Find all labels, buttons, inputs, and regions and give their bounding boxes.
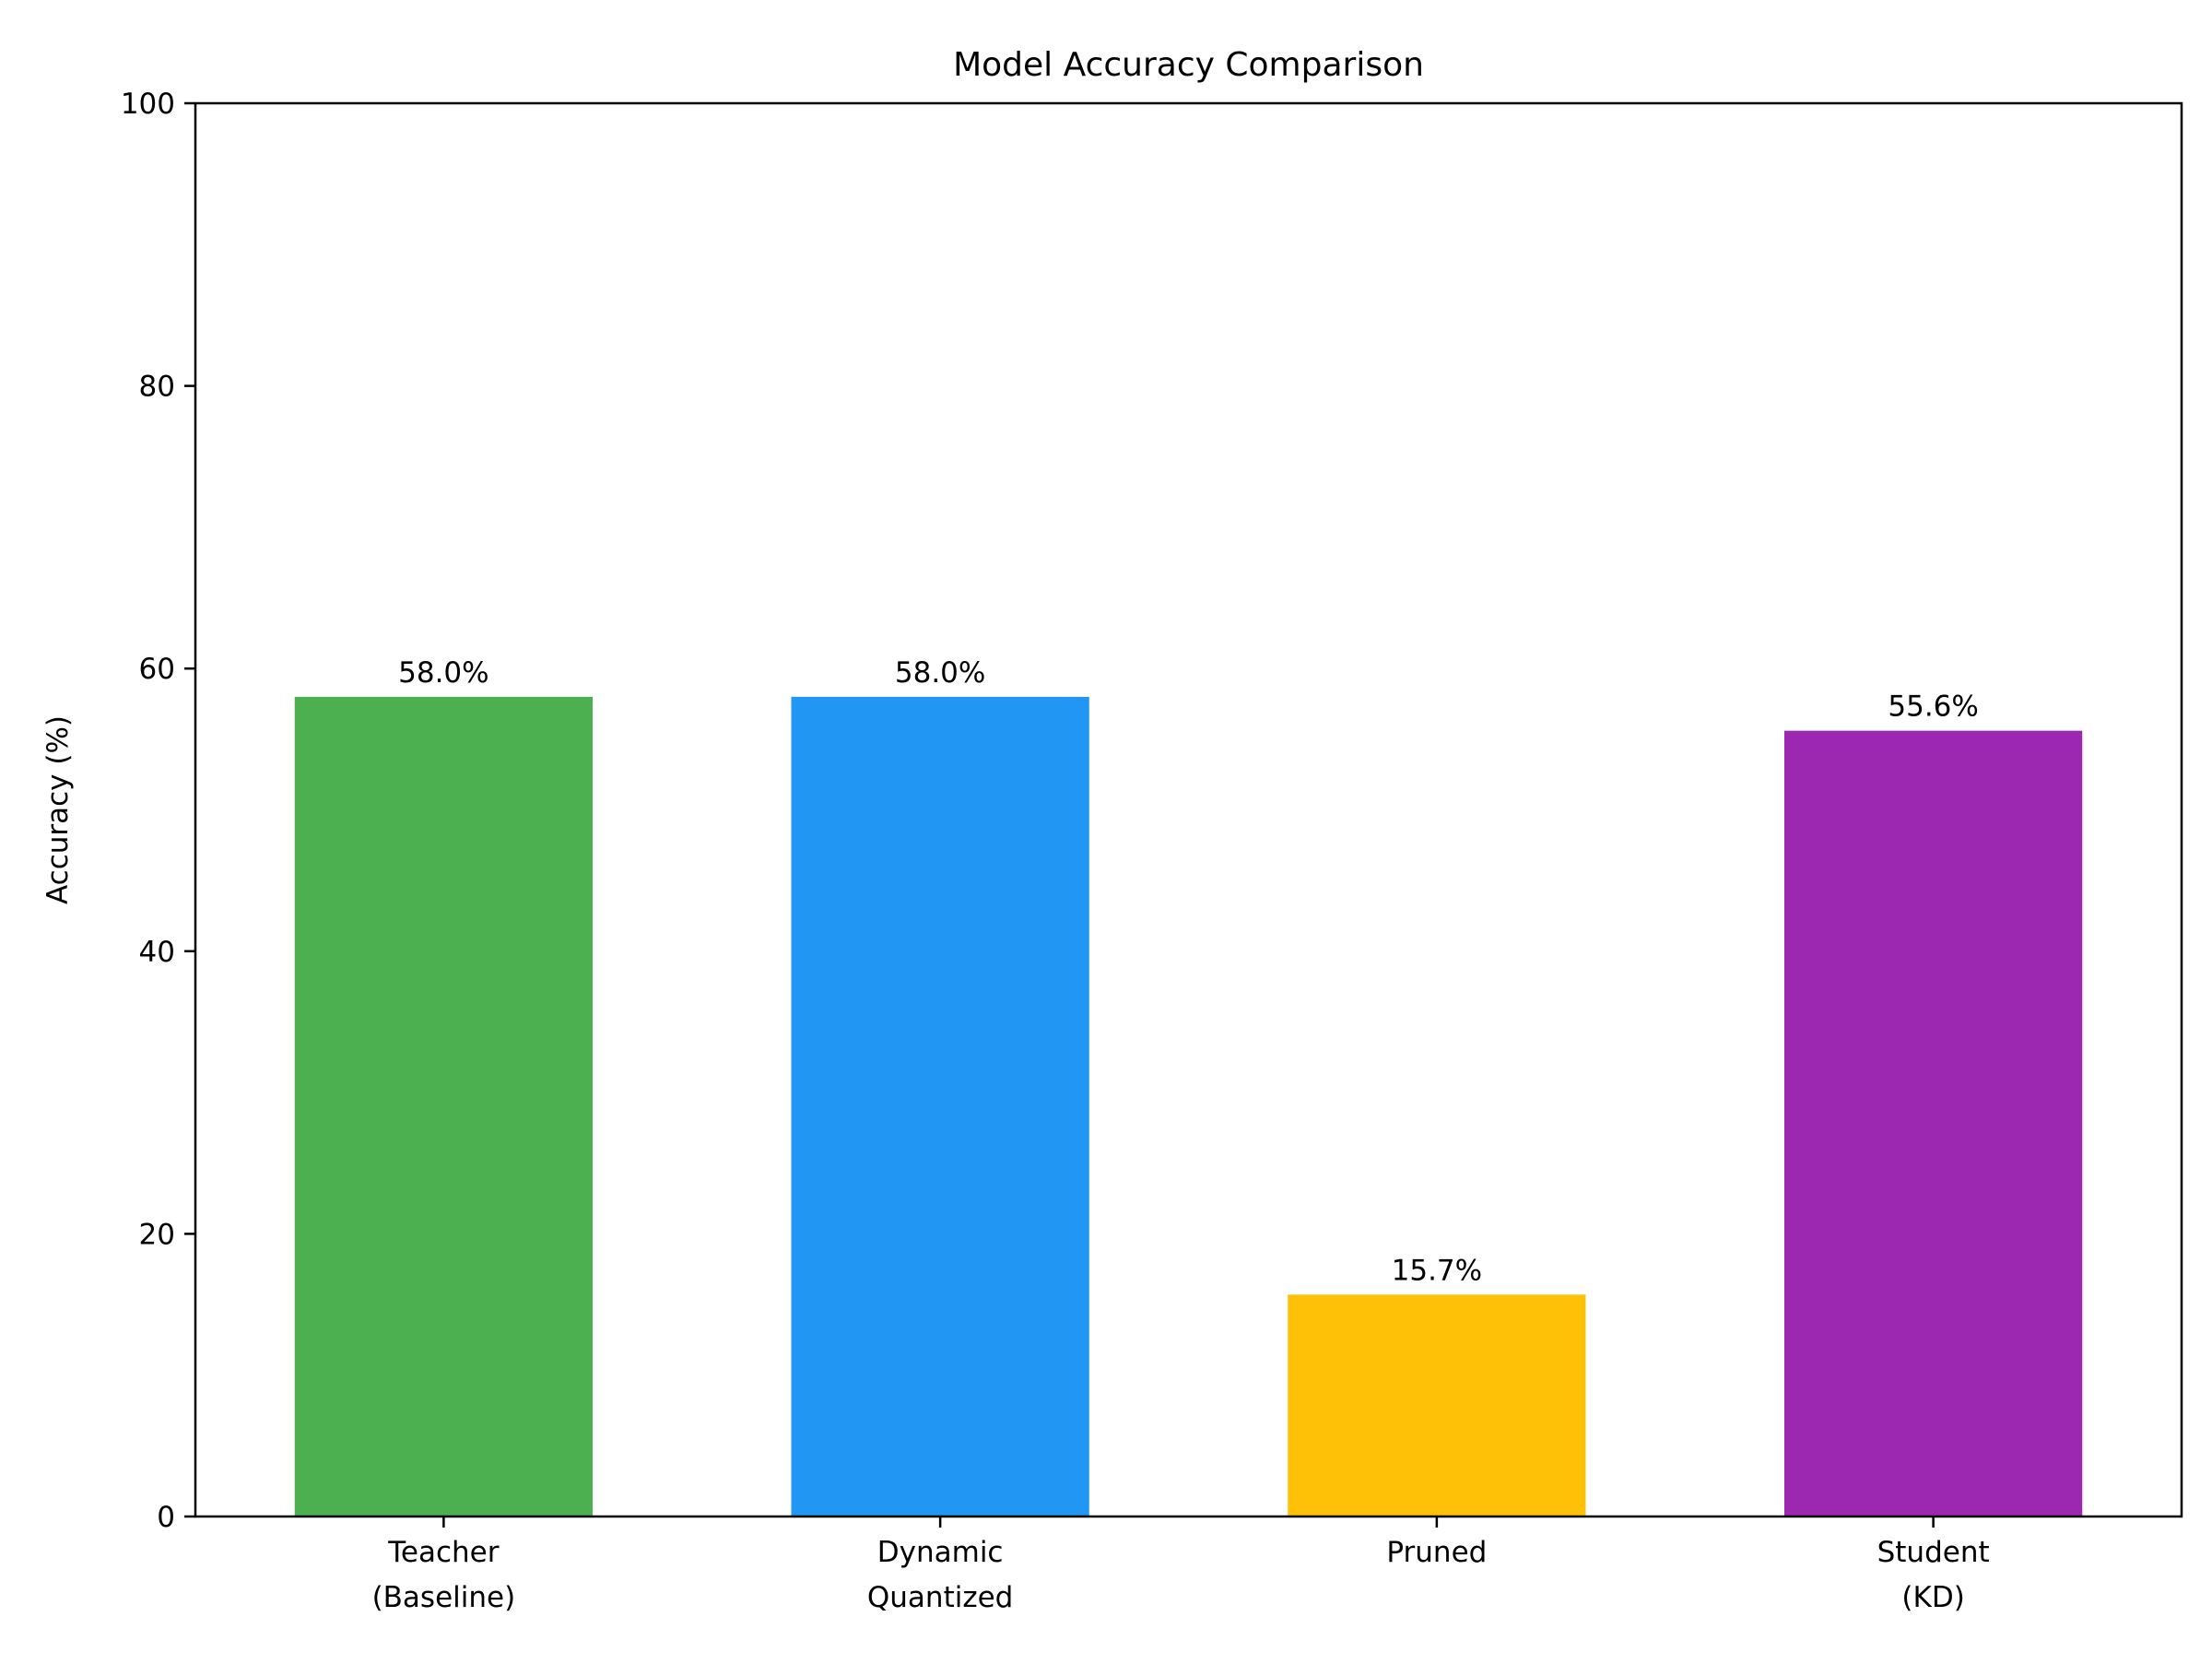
bar	[1288, 1294, 1586, 1516]
x-tick-label: Student (KD)	[1877, 1536, 1990, 1614]
x-tick-label-line: Quantized	[867, 1581, 1013, 1614]
ticks-layer: 0 20 40 60 80 100 Teacher (Baseline) Dynamic Quan…	[121, 88, 1990, 1614]
chart-title: Model Accuracy Comparison	[953, 46, 1424, 84]
y-tick-label: 40	[139, 936, 175, 969]
x-tick-label-line: Dynamic	[877, 1536, 1004, 1569]
bar	[791, 696, 1089, 1516]
bar-value-label: 55.6%	[1888, 690, 1978, 724]
x-tick-label: Dynamic Quantized	[867, 1536, 1013, 1614]
bars-layer	[294, 696, 2083, 1516]
y-tick-label: 80	[139, 371, 175, 404]
bar-value-label: 58.0%	[895, 656, 985, 690]
plot-frame	[194, 101, 2183, 1518]
bar	[294, 696, 593, 1516]
x-tick-label-line: Student	[1877, 1536, 1990, 1569]
bar-value-label: 58.0%	[398, 656, 488, 690]
bar-value-label: 15.7%	[1392, 1254, 1482, 1287]
labels-layer: 58.0% 58.0% 15.7% 55.6%	[398, 656, 1979, 1287]
x-tick-label-line: Pruned	[1386, 1536, 1487, 1569]
x-tick-label-line: (Baseline)	[372, 1581, 516, 1614]
y-axis-label: Accuracy (%)	[41, 715, 75, 904]
bar	[1784, 730, 2083, 1516]
x-tick-label: Pruned	[1386, 1536, 1487, 1569]
x-tick-label-line: (KD)	[1901, 1581, 1964, 1614]
x-tick-label-line: Teacher	[387, 1536, 500, 1569]
y-tick-label: 0	[157, 1501, 175, 1534]
y-tick-label: 60	[139, 653, 175, 686]
x-tick-label: Teacher (Baseline)	[372, 1536, 516, 1614]
y-tick-label: 20	[139, 1218, 175, 1251]
y-tick-label: 100	[121, 88, 175, 121]
